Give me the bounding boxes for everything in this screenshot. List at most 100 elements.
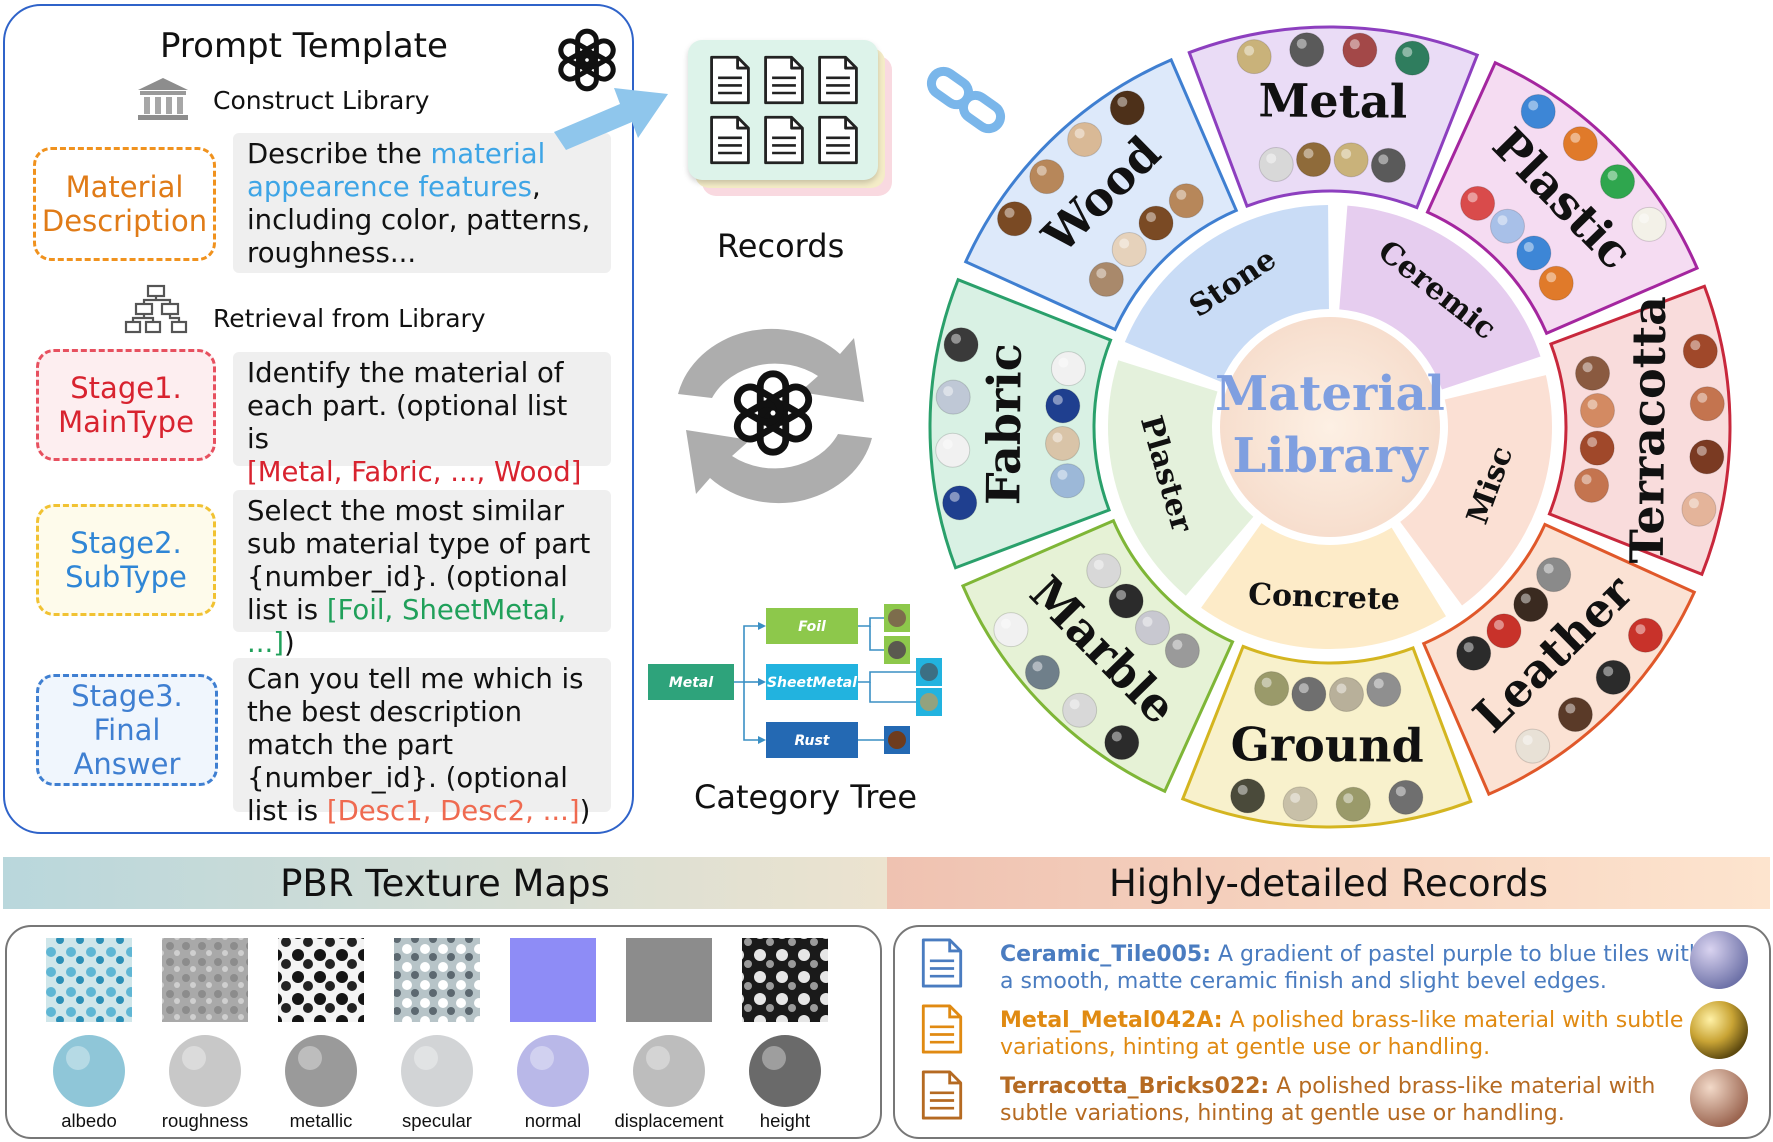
- record-ceramic-line2: a smooth, matte ceramic finish and sligh…: [1000, 969, 1607, 994]
- sphere-highlight: [943, 386, 954, 397]
- sphere-highlight: [1696, 445, 1707, 456]
- document-icon: [921, 1070, 963, 1120]
- prompt-text: , including color, patterns, roughness..…: [247, 171, 591, 269]
- outer-category-segment: [1421, 522, 1697, 797]
- sphere-highlight: [1111, 731, 1122, 742]
- material-sphere: [1236, 39, 1272, 75]
- texture-map-swatch: [46, 938, 132, 1022]
- sphere-highlight: [1603, 666, 1614, 677]
- material-sphere: [1516, 235, 1552, 271]
- outer-category-segment: [960, 518, 1235, 794]
- document-icon: [921, 1004, 963, 1054]
- material-sphere: [1460, 185, 1496, 221]
- prompt-highlight: [Desc1, Desc2, ...]: [326, 795, 580, 827]
- material-sphere: [1230, 778, 1266, 814]
- material-sphere: [1557, 697, 1593, 733]
- material-sphere: [935, 432, 971, 468]
- sphere-highlight: [1349, 39, 1360, 50]
- sphere-highlight: [1244, 45, 1255, 56]
- records-label: Records: [717, 227, 845, 265]
- inner-category-segment: [1339, 205, 1541, 390]
- sphere-highlight: [1093, 559, 1104, 570]
- material-sphere: [935, 379, 971, 415]
- tree-child-sheetmetal: SheetMetal: [767, 675, 857, 691]
- record-material-spheres: [1690, 931, 1748, 1127]
- texture-preview-sphere: [633, 1035, 705, 1107]
- sphere-highlight: [1493, 619, 1504, 630]
- sphere-highlight: [1582, 362, 1593, 373]
- prompt-text: ): [283, 627, 295, 659]
- material-sphere: [943, 327, 979, 363]
- outer-category-label: Fabric: [976, 343, 1031, 505]
- material-sphere: [1513, 586, 1549, 622]
- material-sphere: [1104, 724, 1140, 760]
- sphere-highlight: [1298, 683, 1309, 694]
- sphere-highlight: [1237, 784, 1248, 795]
- texture-preview-sphere: [53, 1035, 125, 1107]
- material-sphere: [1049, 463, 1085, 499]
- sphere-highlight: [951, 333, 962, 344]
- sphere-highlight: [1032, 661, 1043, 672]
- sphere-highlight: [414, 1046, 438, 1070]
- material-sphere: [1388, 779, 1424, 815]
- texture-map-swatch: [394, 938, 480, 1022]
- sphere-highlight: [1639, 213, 1650, 224]
- material-sphere: [1681, 491, 1717, 527]
- material-sphere: [1135, 610, 1171, 646]
- material-sphere: [1579, 393, 1615, 429]
- prompt-text: ): [579, 795, 591, 827]
- material-sphere: [1394, 40, 1430, 76]
- sphere-highlight: [762, 1046, 786, 1070]
- sphere-highlight: [1402, 47, 1413, 58]
- records-arrow-icon: [554, 88, 668, 150]
- prompt-text: Describe the: [247, 138, 431, 170]
- sphere-highlight: [1497, 215, 1508, 226]
- outer-category-label: Ground: [1230, 717, 1424, 773]
- sphere-highlight: [1074, 128, 1085, 139]
- sphere-highlight: [1378, 154, 1389, 165]
- material-sphere: [1168, 183, 1204, 219]
- material-sphere: [1258, 146, 1294, 182]
- outer-category-segment: [963, 57, 1239, 332]
- sphere-highlight: [182, 1046, 206, 1070]
- material-sphere: [1366, 672, 1402, 708]
- texture-map-label: roughness: [162, 1110, 248, 1131]
- sphere-highlight: [1587, 399, 1598, 410]
- sphere-highlight: [1587, 437, 1598, 448]
- sphere-highlight: [1565, 703, 1576, 714]
- prompt-text: Can you tell me which is the best descri…: [247, 663, 584, 827]
- sphere-highlight: [1142, 616, 1153, 627]
- material-sphere: [1515, 728, 1551, 764]
- sphere-highlight: [530, 1046, 554, 1070]
- material-sphere: [1631, 206, 1667, 242]
- sphere-highlight: [1688, 498, 1699, 509]
- material-sphere: [1108, 583, 1144, 619]
- record-text: A polished brass-like material with subt…: [1229, 1008, 1684, 1033]
- material-library-wheel: Material Library Stone CeremicMiscConcret…: [928, 25, 1732, 829]
- material-sphere: [1600, 164, 1636, 200]
- sphere-highlight: [1463, 642, 1474, 653]
- material-sphere: [1682, 333, 1718, 369]
- sphere-highlight: [1290, 792, 1301, 803]
- refresh-loop-icon: [678, 328, 872, 504]
- library-center: [1220, 317, 1440, 537]
- material-sphere: [1291, 676, 1327, 712]
- sphere-highlight: [1096, 268, 1107, 279]
- outer-category-label: Metal: [1258, 73, 1407, 128]
- record-text: A polished brass-like material with: [1276, 1074, 1656, 1099]
- record-name: Ceramic_Tile005:: [1000, 942, 1211, 967]
- sphere-highlight: [1176, 189, 1187, 200]
- pbr-texture-panel: [5, 925, 882, 1139]
- sphere-highlight: [942, 439, 953, 450]
- sphere-highlight: [1546, 272, 1557, 283]
- texture-map-swatch: [510, 938, 596, 1022]
- material-sphere: [1254, 671, 1290, 707]
- chain-link-icon: [926, 66, 1006, 134]
- pbr-band-bg: [3, 857, 887, 909]
- records-band-bg: [887, 857, 1770, 909]
- pbr-title: PBR Texture Maps: [280, 861, 610, 905]
- material-sphere: [1062, 692, 1098, 728]
- material-sphere: [1520, 94, 1556, 130]
- material-sphere: [1595, 659, 1631, 695]
- sphere-highlight: [1543, 563, 1554, 574]
